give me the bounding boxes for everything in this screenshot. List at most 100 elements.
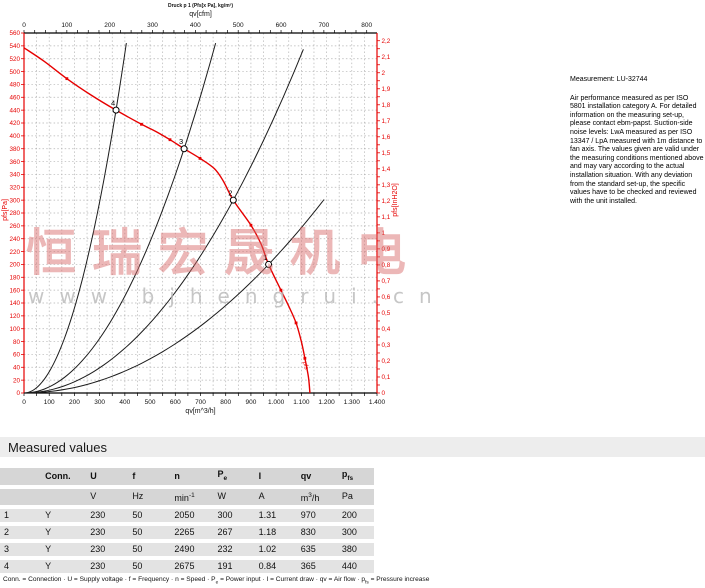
right-tick-label: 0,4 — [382, 326, 391, 333]
right-tick-label: 1,8 — [382, 102, 391, 109]
left-tick-label: 240 — [9, 236, 20, 243]
table-cell: 2490 — [167, 542, 211, 556]
curve-marker-dot — [198, 156, 202, 160]
table-cell: Y — [38, 559, 84, 573]
table-cell: 4 — [0, 559, 39, 573]
table-cell — [38, 488, 84, 505]
left-tick-label: 460 — [9, 94, 20, 101]
right-tick-label: 2 — [382, 70, 386, 77]
left-tick-label: 0 — [16, 390, 20, 397]
table-cell: 230 — [83, 542, 126, 556]
left-tick-label: 480 — [9, 82, 20, 89]
table-cell: Y — [38, 508, 84, 522]
right-tick-label: 0,1 — [382, 374, 391, 381]
operating-point-label: 3 — [179, 137, 183, 146]
chart-title: Druck p 1 (Pfs[x Pa], kg/m³) — [168, 3, 233, 9]
right-tick-label: 2,2 — [382, 38, 391, 45]
bottom-tick-label: 1.300 — [344, 399, 361, 406]
table-cell: 2265 — [167, 525, 211, 539]
bottom-tick-label: 600 — [170, 399, 181, 406]
table-row: 2 Y 230 50 2265 267 1.18 830 300 — [0, 525, 374, 539]
left-tick-label: 40 — [13, 364, 21, 371]
table-cell: 970 — [293, 508, 335, 522]
left-tick-label: 500 — [9, 69, 20, 76]
left-tick-label: 520 — [9, 56, 20, 63]
table-cell: 50 — [125, 508, 168, 522]
top-tick-label: 400 — [190, 22, 201, 29]
bottom-tick-label: 1.200 — [318, 399, 335, 406]
right-axis-label: pfs[InH2O] — [392, 183, 399, 217]
table-cell: 1.18 — [251, 525, 294, 539]
left-tick-label: 60 — [13, 352, 21, 359]
curve-marker-dot — [303, 356, 307, 360]
watermark-url: www.bjhengrui.cn — [28, 284, 447, 308]
top-tick-label: 100 — [61, 22, 72, 29]
right-tick-label: 0 — [382, 390, 386, 397]
left-tick-label: 120 — [9, 313, 20, 320]
left-tick-label: 200 — [9, 262, 20, 269]
table-cell — [0, 468, 39, 485]
table-cell: V — [83, 488, 126, 505]
table-cell: 230 — [83, 559, 126, 573]
table-cell: 300 — [210, 508, 252, 522]
measurement-note-body: Air performance measured as per ISO 5801… — [570, 94, 704, 205]
fan-curve-label: pfs — [301, 361, 309, 370]
table-cell: 50 — [125, 525, 168, 539]
top-tick-label: 200 — [104, 22, 115, 29]
table-footnote: Conn. = Connection · U = Supply voltage … — [3, 576, 430, 586]
left-tick-label: 220 — [9, 249, 20, 256]
top-tick-label: 0 — [22, 22, 26, 29]
operating-point — [229, 196, 237, 204]
table-cell: 1.31 — [251, 508, 294, 522]
measurement-id: Measurement: LU-32744 — [570, 76, 648, 83]
table-cell: 300 — [334, 525, 374, 539]
table-cell: I — [251, 468, 294, 485]
operating-point — [112, 106, 120, 114]
bottom-tick-label: 1.000 — [268, 399, 285, 406]
fan-performance-chart: 0 100 200 300 400 500 600 700 800 900 1.000 1.100 1.… — [2, 3, 399, 415]
table-cell: 2675 — [167, 559, 211, 573]
left-tick-label: 140 — [9, 300, 20, 307]
top-axis-label: qv[cfm] — [189, 11, 212, 18]
table-cell: A — [251, 488, 294, 505]
table-cell: f — [125, 468, 168, 485]
fan-curve — [23, 47, 311, 394]
right-tick-label: 0,2 — [382, 358, 391, 365]
table-cell: Y — [38, 542, 84, 556]
table-cell: 1.02 — [251, 542, 294, 556]
section-title: Measured values — [8, 440, 107, 455]
curve-marker-dot — [168, 138, 172, 142]
right-tick-label: 0,8 — [382, 262, 391, 269]
table-cell: 2 — [0, 525, 39, 539]
table-row: 3 Y 230 50 2490 232 1.02 635 380 — [0, 542, 374, 556]
left-axis-label: pfs[Pa] — [2, 199, 9, 221]
table-cell: Conn. — [38, 468, 84, 485]
table-cell: 232 — [210, 542, 252, 556]
right-tick-label: 1 — [382, 230, 386, 237]
operating-point-label: 1 — [263, 253, 267, 262]
curve-marker-dot — [249, 223, 253, 227]
bottom-axis-label: qv[m^3/h] — [185, 408, 215, 415]
bottom-tick-label: 0 — [22, 399, 26, 406]
measurement-note: Measurement: LU-32744 Air performance me… — [570, 76, 704, 206]
table-cell: 200 — [334, 508, 374, 522]
table-cell: m3/h — [293, 488, 335, 505]
curve-marker-dot — [279, 288, 283, 292]
table-row: 1 Y 230 50 2050 300 1.31 970 200 — [0, 508, 374, 522]
curve-marker-dot — [140, 122, 143, 126]
right-tick-label: 1,5 — [382, 150, 391, 157]
right-tick-label: 1,4 — [382, 166, 391, 173]
left-tick-label: 340 — [9, 172, 20, 179]
right-tick-label: 0,5 — [382, 310, 391, 317]
right-tick-label: 0,3 — [382, 342, 391, 349]
table-cell: pfs — [334, 468, 374, 485]
top-tick-label: 300 — [147, 22, 158, 29]
curve-marker-dot — [65, 77, 69, 81]
bottom-tick-label: 800 — [220, 399, 231, 406]
bottom-tick-label: 700 — [195, 399, 206, 406]
table-cell: U — [83, 468, 126, 485]
left-tick-label: 160 — [9, 287, 20, 294]
